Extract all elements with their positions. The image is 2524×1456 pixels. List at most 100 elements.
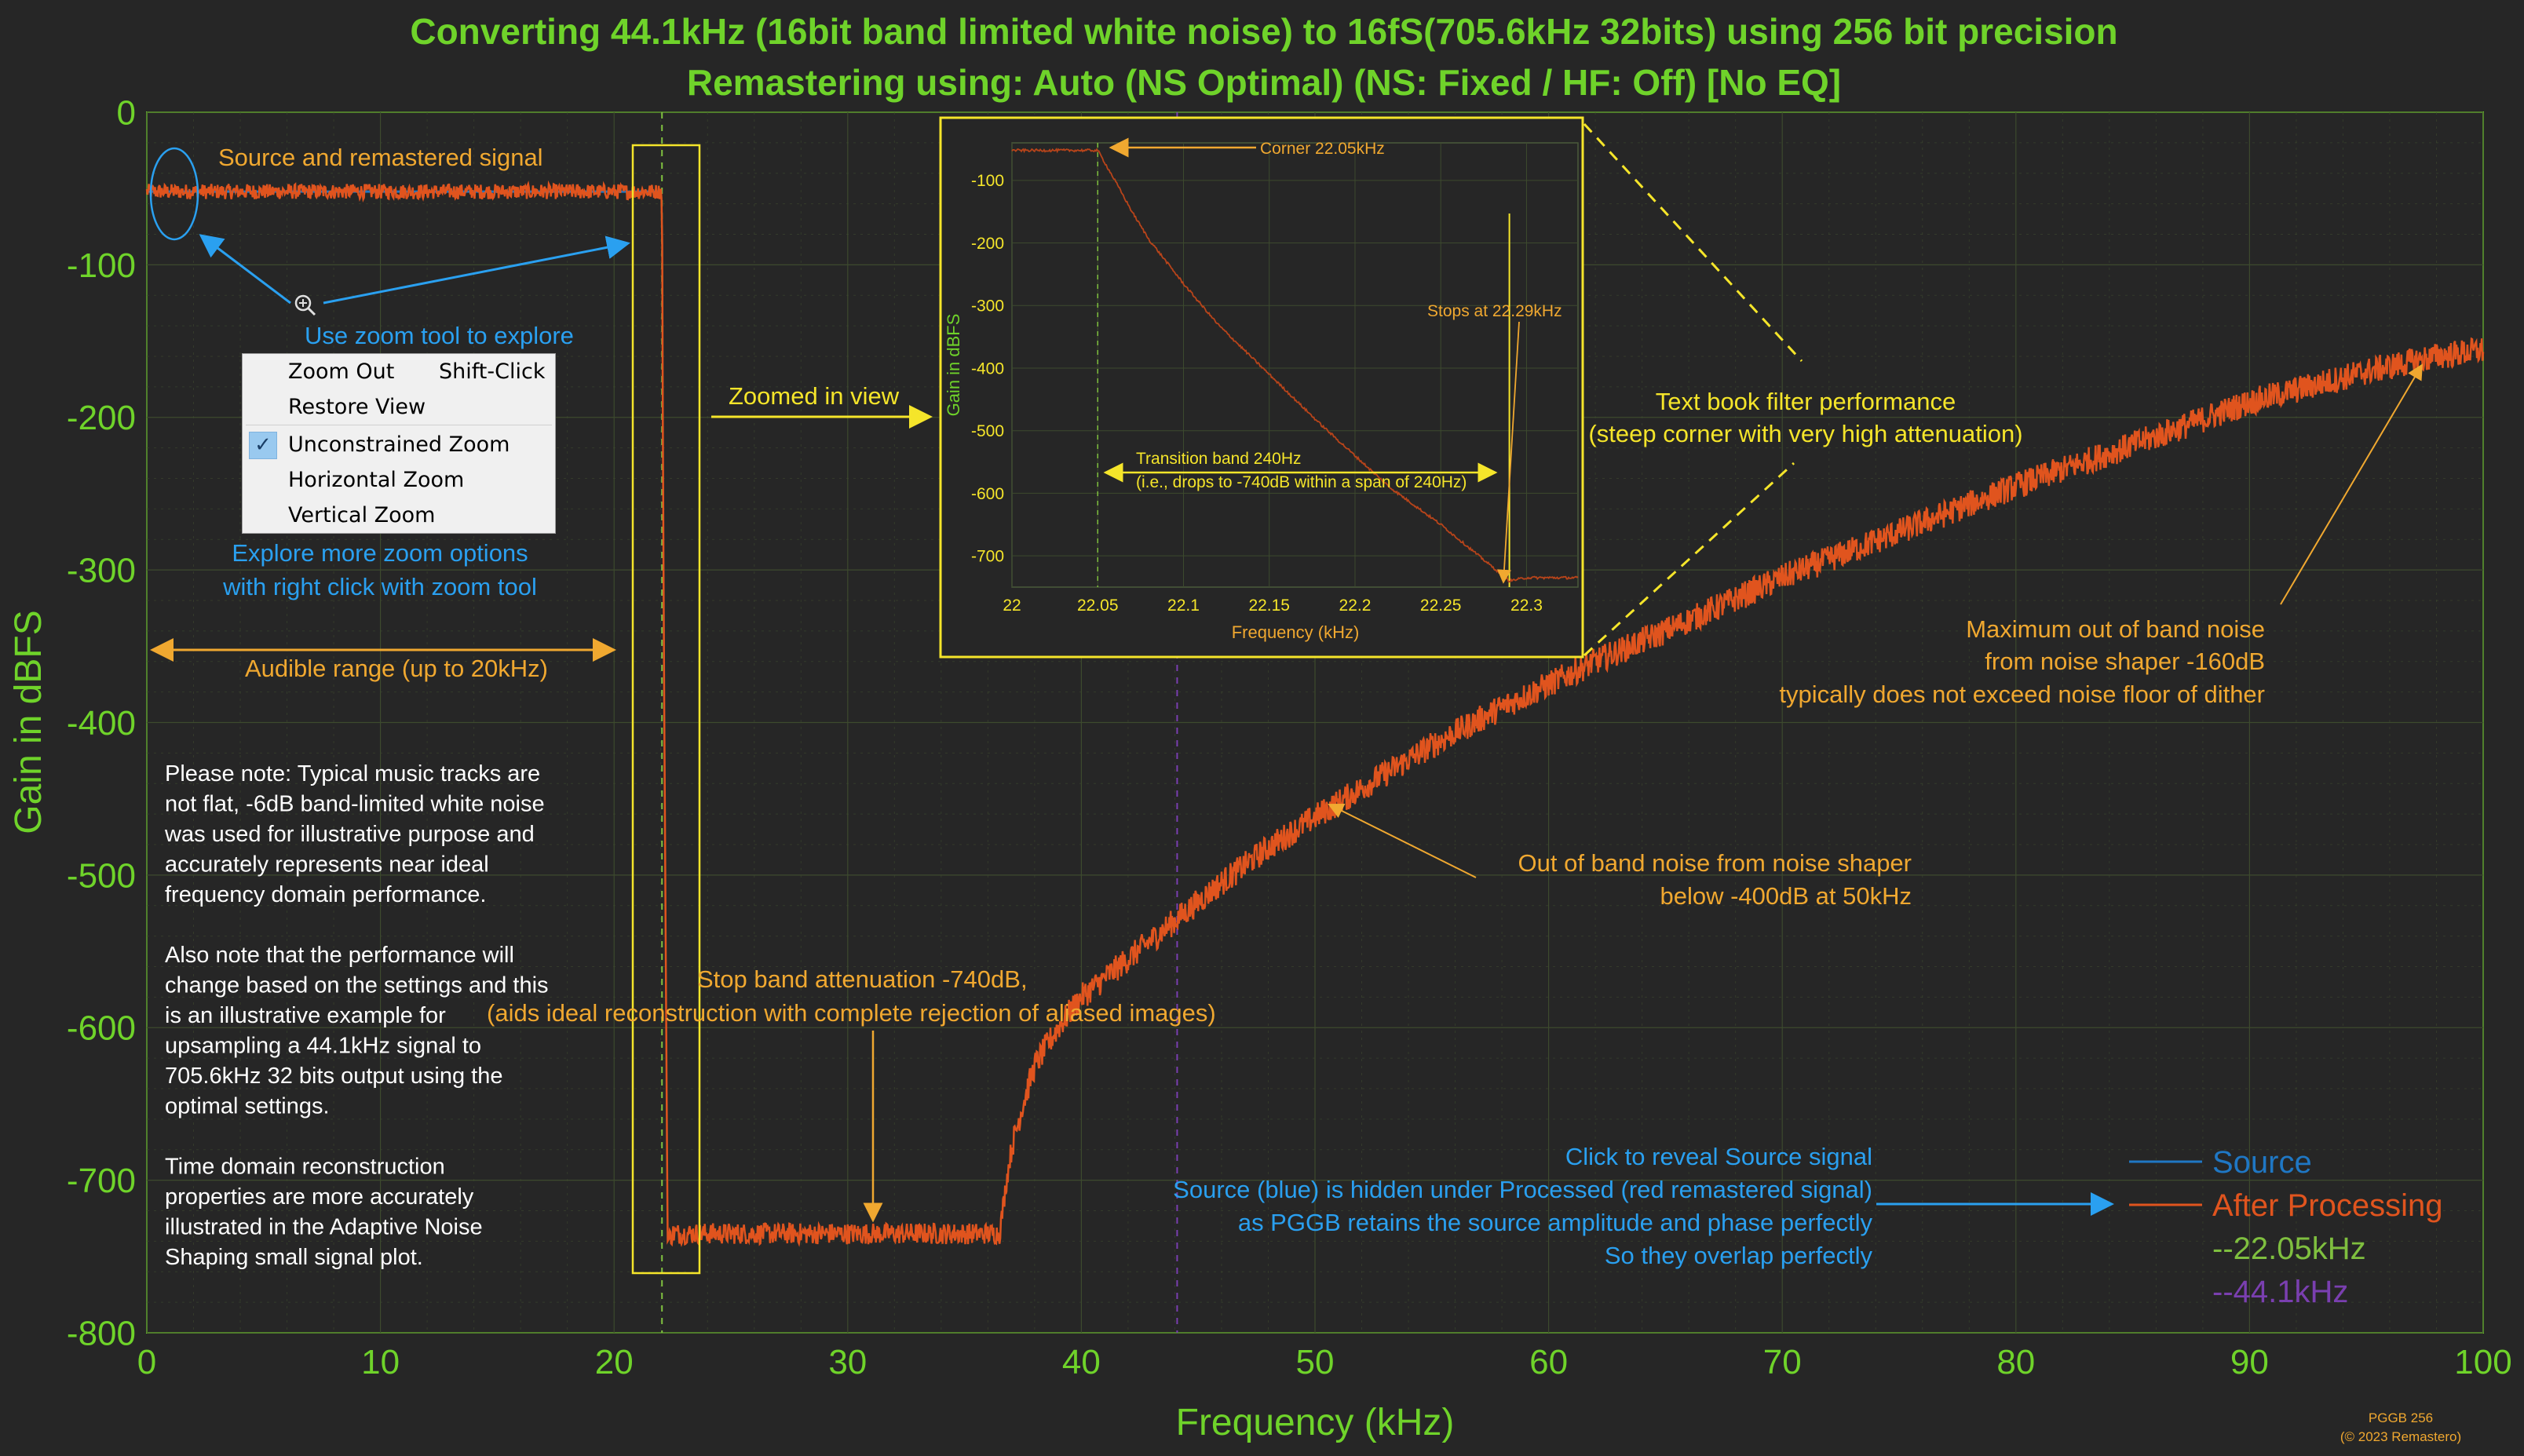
annotation-stop-band-2: (aids ideal reconstruction with complete… xyxy=(487,999,1216,1027)
arrow-max-noise xyxy=(2280,363,2424,605)
menu-separator xyxy=(246,425,552,427)
annotation-zoom-more-2: with right click with zoom tool xyxy=(222,573,537,600)
note-line: accurately represents near ideal xyxy=(165,852,489,878)
x-tick-label: 22.3 xyxy=(1510,597,1543,615)
annotation-textbook-1: Text book filter performance xyxy=(1656,388,1956,415)
x-tick-label: 50 xyxy=(1296,1343,1335,1381)
menu-item-label: Horizontal Zoom xyxy=(288,468,465,492)
legend-item-processed[interactable]: After Processing xyxy=(2212,1188,2442,1223)
y-tick-label: -600 xyxy=(971,485,1004,503)
note-line: Time domain reconstruction xyxy=(165,1155,445,1180)
annotation-source-remastered: Source and remastered signal xyxy=(218,144,543,171)
x-tick-label: 22.2 xyxy=(1339,597,1372,615)
y-tick-label: -600 xyxy=(67,1009,136,1048)
y-tick-label: -200 xyxy=(971,235,1004,253)
x-axis-label: Frequency (kHz) xyxy=(1176,1402,1455,1443)
note-line: not flat, -6dB band-limited white noise xyxy=(165,792,545,817)
inset-corner-label: Corner 22.05kHz xyxy=(1260,140,1385,158)
legend-item-source[interactable]: Source xyxy=(2212,1145,2312,1180)
x-tick-label: 22.15 xyxy=(1248,597,1290,615)
inset-y-axis-label: Gain in dBFS xyxy=(944,314,963,417)
arrow-zoom-left xyxy=(199,234,291,305)
x-tick-label: 40 xyxy=(1062,1343,1101,1381)
chart-title-line2: Remastering using: Auto (NS Optimal) (NS… xyxy=(687,62,1841,103)
y-tick-label: -200 xyxy=(67,399,136,437)
menu-item-label: Zoom Out xyxy=(288,359,395,384)
arrow-zoom-right xyxy=(323,235,630,305)
zoom-context-menu[interactable]: Zoom Out Shift-Click Restore View ✓ Unco… xyxy=(242,353,556,534)
y-tick-label: -100 xyxy=(67,246,136,285)
x-tick-label: 22.1 xyxy=(1167,597,1200,615)
main-tick-labels: 0 10 20 30 40 50 60 70 80 90 100 0 -100 -200 -300 -400 -… xyxy=(67,93,2512,1381)
annotation-audible-range: Audible range (up to 20kHz) xyxy=(245,655,548,682)
inset-connector-1 xyxy=(1583,122,1803,363)
annotation-reveal-1: Click to reveal Source signal xyxy=(1565,1143,1872,1170)
menu-item-horizontal-zoom[interactable]: Horizontal Zoom xyxy=(243,462,555,498)
transition-highlight-box xyxy=(631,144,701,1275)
inset-transition-label-2: (i.e., drops to -740dB within a span of … xyxy=(1136,473,1467,491)
x-tick-label: 60 xyxy=(1529,1343,1568,1381)
source-highlight-ellipse xyxy=(149,147,199,241)
legend[interactable]: Source After Processing --22.05kHz --44.… xyxy=(2129,1145,2442,1309)
legend-item-44khz[interactable]: --44.1kHz xyxy=(2212,1275,2348,1309)
watermark-line1: PGGB 256 xyxy=(2369,1410,2433,1425)
note-text-block: Please note: Typical music tracks are not… xyxy=(164,761,549,1270)
y-tick-label: -500 xyxy=(67,856,136,895)
annotation-oob-noise-2: below -400dB at 50kHz xyxy=(1660,882,1912,910)
x-tick-label: 22.25 xyxy=(1420,597,1462,615)
inset-transition-label-1: Transition band 240Hz xyxy=(1136,450,1302,468)
inset-connector-2 xyxy=(1583,462,1795,657)
arrow-oob-noise xyxy=(1328,804,1477,878)
legend-item-22khz[interactable]: --22.05kHz xyxy=(2212,1232,2366,1266)
menu-item-vertical-zoom[interactable]: Vertical Zoom xyxy=(243,498,555,533)
y-tick-label: -300 xyxy=(971,297,1004,316)
y-axis-label: Gain in dBFS xyxy=(8,610,49,834)
note-line: was used for illustrative purpose and xyxy=(164,822,535,847)
y-tick-label: -400 xyxy=(67,704,136,743)
watermark-line2: (© 2023 Remastero) xyxy=(2340,1429,2461,1444)
x-tick-label: 30 xyxy=(828,1343,867,1381)
note-line: 705.6kHz 32 bits output using the xyxy=(165,1064,502,1089)
annotation-zoom-tool: Use zoom tool to explore xyxy=(305,322,574,349)
note-line: upsampling a 44.1kHz signal to xyxy=(165,1034,481,1059)
inset-series-processed-line xyxy=(1011,148,1579,583)
inset-grid xyxy=(1011,143,1578,587)
note-line: optimal settings. xyxy=(165,1094,330,1119)
y-tick-label: -400 xyxy=(971,359,1004,378)
x-tick-label: 80 xyxy=(1996,1343,2035,1381)
inset-stops-arrow xyxy=(1496,321,1520,584)
x-tick-label: 90 xyxy=(2230,1343,2269,1381)
x-tick-label: 100 xyxy=(2454,1343,2511,1381)
menu-item-unconstrained-zoom[interactable]: ✓ Unconstrained Zoom xyxy=(243,427,555,462)
annotation-reveal-4: So they overlap perfectly xyxy=(1605,1242,1873,1269)
inset-zoom-chart[interactable]: 22 22.05 22.1 22.15 22.2 22.25 22.3 -100 -200 -30… xyxy=(939,116,1584,659)
y-tick-label: -700 xyxy=(971,547,1004,565)
series-processed-line xyxy=(145,180,2485,1247)
y-tick-label: 0 xyxy=(117,93,136,132)
inset-tick-labels: 22 22.05 22.1 22.15 22.2 22.25 22.3 -100 -200 -30… xyxy=(971,172,1543,615)
note-line: illustrated in the Adaptive Noise xyxy=(165,1215,483,1240)
annotation-reveal-3: as PGGB retains the source amplitude and… xyxy=(1238,1209,1873,1236)
inset-stops-label: Stops at 22.29kHz xyxy=(1427,302,1562,320)
x-tick-label: 70 xyxy=(1763,1343,1802,1381)
x-tick-label: 22.05 xyxy=(1077,597,1119,615)
annotation-stop-band-1: Stop band attenuation -740dB, xyxy=(697,965,1028,993)
menu-item-zoom-out[interactable]: Zoom Out Shift-Click xyxy=(243,354,555,389)
note-line: properties are more accurately xyxy=(165,1184,474,1210)
menu-item-restore-view[interactable]: Restore View xyxy=(243,389,555,425)
annotation-max-noise-3: typically does not exceed noise floor of… xyxy=(1779,681,2265,708)
inset-frame xyxy=(939,116,1584,659)
y-tick-label: -800 xyxy=(67,1314,136,1352)
inset-x-axis-label: Frequency (kHz) xyxy=(1232,622,1360,642)
note-line: is an illustrative example for xyxy=(165,1003,446,1028)
inset-series xyxy=(1011,143,1579,587)
annotation-zoom-more-1: Explore more zoom options xyxy=(232,539,528,567)
note-line: change based on the settings and this xyxy=(165,973,549,998)
note-line: frequency domain performance. xyxy=(165,882,486,907)
checkmark-icon: ✓ xyxy=(249,432,277,459)
menu-item-shortcut: Shift-Click xyxy=(439,359,546,384)
annotation-textbook-2: (steep corner with very high attenuation… xyxy=(1588,420,2022,447)
chart-title-line1: Converting 44.1kHz (16bit band limited w… xyxy=(410,11,2117,52)
zoom-in-icon[interactable] xyxy=(294,294,316,316)
